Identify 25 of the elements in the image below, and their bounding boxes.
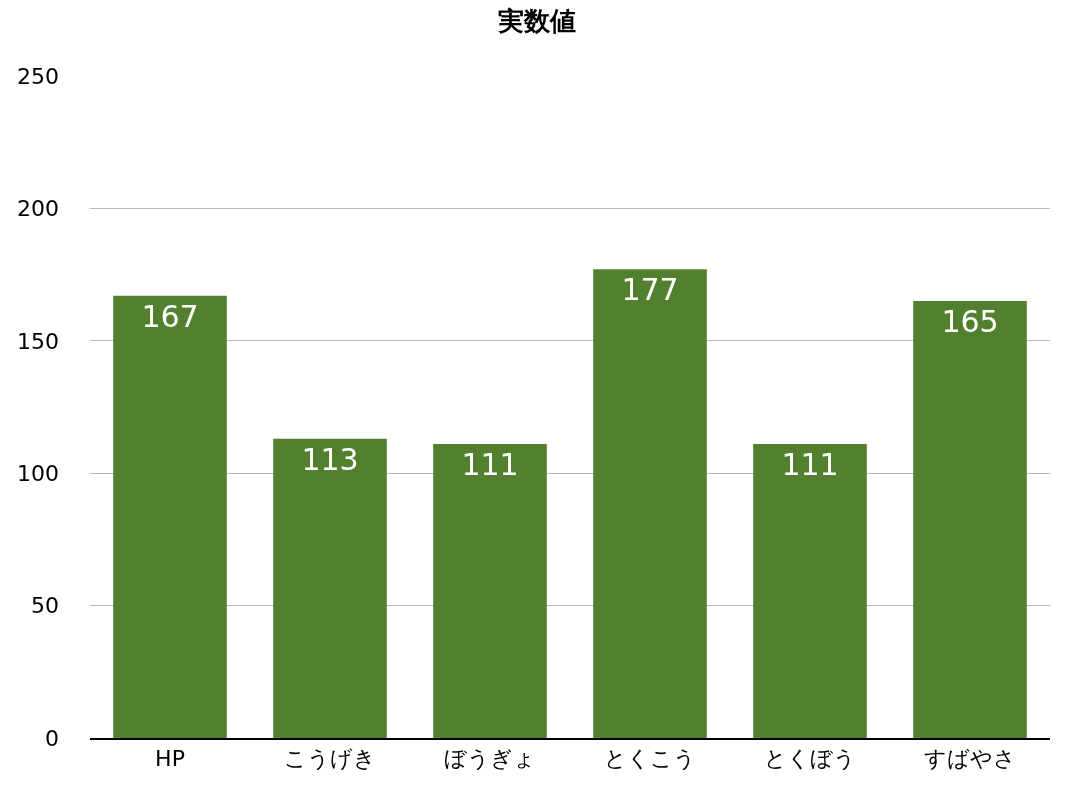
y-tick-label: 100 (17, 460, 59, 486)
data-label: 111 (461, 447, 519, 483)
chart-title: 実数値 (497, 6, 576, 37)
y-tick-label: 250 (17, 63, 59, 89)
x-tick-label: ぼうぎょ (444, 746, 536, 772)
data-label: 111 (781, 447, 839, 483)
bar (593, 269, 707, 738)
x-tick-label: とくこう (604, 746, 696, 772)
bar (913, 301, 1027, 738)
data-label: 113 (301, 441, 359, 477)
data-label: 177 (621, 272, 679, 308)
data-label: 167 (141, 298, 199, 334)
bar (113, 295, 227, 738)
x-tick-label: HP (155, 746, 185, 772)
y-tick-label: 0 (45, 725, 59, 751)
bar (753, 444, 867, 738)
bar (273, 438, 387, 738)
x-tick-label: こうげき (284, 746, 376, 772)
x-tick-label: とくぼう (764, 746, 856, 772)
x-tick-label: すばやさ (924, 746, 1016, 772)
y-tick-label: 150 (17, 328, 59, 354)
bar (433, 444, 547, 738)
y-tick-label: 200 (17, 196, 59, 222)
y-tick-label: 50 (31, 593, 59, 619)
data-label: 165 (941, 304, 999, 340)
